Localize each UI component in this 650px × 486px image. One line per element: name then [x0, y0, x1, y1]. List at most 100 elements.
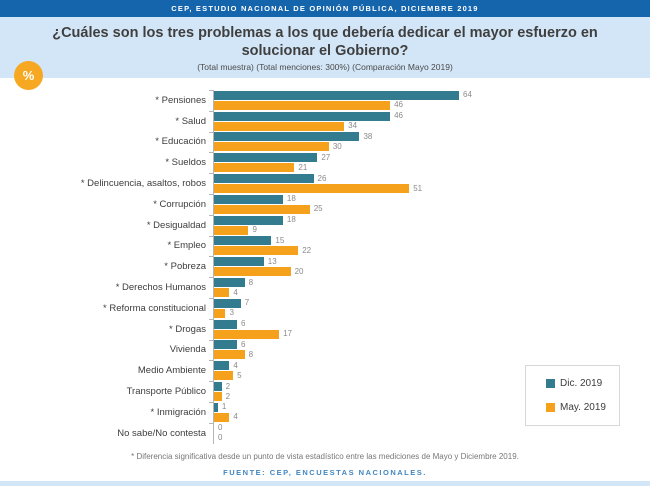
category-label: * Reforma constitucional: [103, 302, 206, 314]
category-bars: 27 21: [209, 152, 650, 174]
category-label: * Delincuencia, asaltos, robos: [80, 178, 206, 190]
bar-may-2019: [214, 184, 410, 194]
chart-row: Transporte Público 2 2: [0, 381, 650, 402]
bar-dic-2019: [214, 90, 459, 100]
value-label: 25: [313, 204, 323, 214]
legend-label: May. 2019: [560, 401, 606, 413]
value-label: 2: [225, 381, 231, 391]
category-bars: 15 22: [209, 235, 650, 257]
bar-may-2019: [214, 100, 391, 110]
bar-may-2019: [214, 412, 230, 422]
value-label: 46: [394, 100, 403, 110]
bar-may-2019: [214, 371, 234, 381]
category-bars: 18 9: [209, 214, 650, 236]
value-label: 8: [248, 349, 254, 359]
bar-may-2019: [214, 204, 310, 214]
category-bars: 6 17: [209, 318, 650, 340]
value-label: 26: [317, 173, 327, 183]
may-2019-swatch-icon: [546, 402, 555, 412]
bar-may-2019: [214, 288, 230, 298]
value-label: 4: [233, 360, 238, 370]
value-label: 15: [275, 235, 285, 245]
report-header-bar: CEP, ESTUDIO NACIONAL DE OPINIÓN PÚBLICA…: [0, 0, 650, 17]
category-bars: 18 25: [209, 193, 650, 215]
value-label: 21: [298, 162, 308, 172]
value-label: 64: [463, 90, 472, 100]
report-header-text: CEP, ESTUDIO NACIONAL DE OPINIÓN PÚBLICA…: [171, 4, 479, 13]
category-label: * Derechos Humanos: [115, 282, 206, 294]
title-band: ¿Cuáles son los tres problemas a los que…: [0, 17, 650, 78]
chart-row: * Desigualdad 18 9: [0, 214, 650, 236]
percent-badge-icon: %: [14, 61, 43, 90]
bar-dic-2019: [214, 382, 222, 392]
bar-may-2019: [214, 163, 295, 173]
value-label: 4: [233, 412, 238, 422]
bar-dic-2019: [214, 174, 314, 184]
legend-item-dic-2019: Dic. 2019: [546, 378, 619, 389]
bar-dic-2019: [214, 340, 237, 350]
value-label: 5: [237, 370, 242, 380]
value-label: 3: [229, 308, 234, 318]
value-label: 34: [348, 121, 358, 131]
legend-item-may-2019: May. 2019: [546, 402, 619, 413]
value-label: 17: [283, 329, 292, 339]
bar-dic-2019: [214, 236, 272, 246]
category-label: Transporte Público: [126, 386, 206, 398]
chart-row: * Corrupción 18 25: [0, 193, 650, 215]
footnote: * Diferencia significativa desde un punt…: [131, 452, 519, 461]
chart-row: * Pensiones 64 46: [0, 90, 650, 111]
bar-dic-2019: [214, 402, 218, 412]
bar-may-2019: [214, 142, 329, 152]
bar-dic-2019: [214, 257, 264, 267]
value-label: 0: [218, 423, 223, 433]
value-label: 51: [413, 183, 423, 193]
value-label: 1: [221, 402, 227, 412]
bar-dic-2019: [214, 132, 360, 142]
value-label: 9: [252, 225, 257, 235]
dic-2019-swatch-icon: [546, 379, 555, 389]
category-label: * Corrupción: [153, 198, 206, 210]
bar-dic-2019: [214, 319, 237, 329]
bar-dic-2019: [214, 111, 391, 121]
bar-dic-2019: [214, 361, 230, 371]
category-label: * Pobreza: [164, 261, 206, 273]
value-label: 2: [225, 391, 231, 401]
chart-row: * Derechos Humanos 8 4: [0, 277, 650, 298]
bar-dic-2019: [214, 278, 245, 288]
value-label: 30: [332, 141, 342, 151]
category-label: Vivienda: [169, 344, 206, 356]
chart-row: * Empleo 15 22: [0, 235, 650, 257]
bar-may-2019: [214, 308, 226, 318]
value-label: 6: [240, 339, 246, 349]
bottom-strip: [0, 481, 650, 486]
chart-row: * Sueldos 27 21: [0, 152, 650, 174]
bar-may-2019: [214, 329, 280, 339]
chart-row: * Salud 46 34: [0, 110, 650, 132]
source-line: FUENTE: CEP, ENCUESTAS NACIONALES.: [223, 468, 427, 477]
value-label: 18: [286, 194, 296, 204]
category-bars: 64 46: [209, 90, 650, 111]
value-label: 18: [286, 215, 296, 225]
legend-label: Dic. 2019: [560, 378, 603, 390]
value-label: 20: [294, 266, 304, 276]
bar-may-2019: [214, 121, 345, 131]
category-label: * Sueldos: [165, 157, 206, 169]
category-label: No sabe/No contesta: [117, 427, 206, 439]
bar-chart: * Pensiones 64 46 * Salud 46 34 * Educación 38 3…: [0, 90, 650, 444]
category-bars: 38 30: [209, 131, 650, 153]
bar-dic-2019: [214, 215, 283, 225]
bar-may-2019: [214, 246, 299, 256]
bar-may-2019: [214, 392, 222, 402]
chart-row: * Inmigración 1 4: [0, 401, 650, 423]
bar-may-2019: [214, 225, 249, 235]
category-label: * Inmigración: [150, 406, 206, 418]
chart-legend: Dic. 2019 May. 2019: [525, 365, 620, 426]
value-label: 4: [233, 287, 238, 297]
category-label: * Desigualdad: [146, 219, 206, 231]
value-label: 0: [218, 433, 223, 443]
category-label: * Educación: [155, 136, 206, 148]
